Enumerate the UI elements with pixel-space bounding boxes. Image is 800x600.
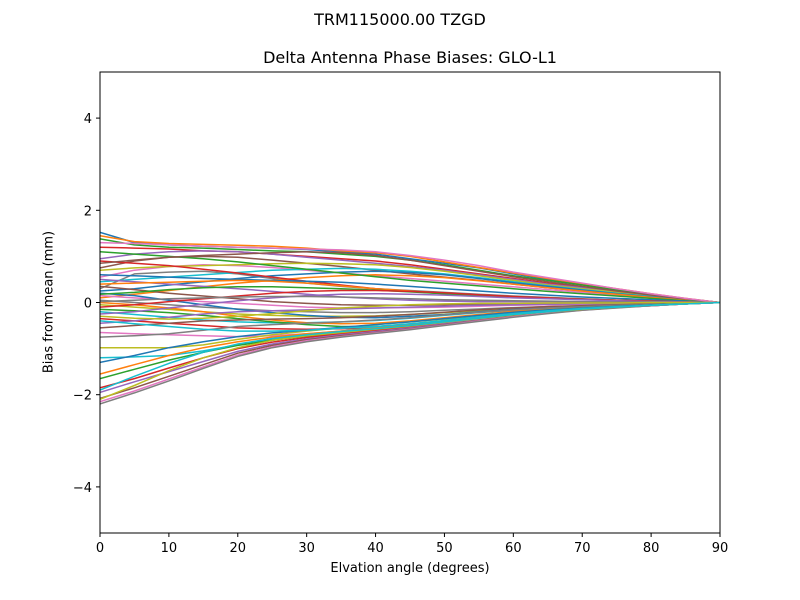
- series-line: [100, 301, 720, 405]
- series-line: [100, 251, 720, 304]
- series-lines: [100, 231, 720, 405]
- x-tick-label: 40: [367, 541, 384, 556]
- x-tick-label: 90: [712, 541, 729, 556]
- series-line: [100, 251, 720, 304]
- series-line: [100, 301, 720, 338]
- series-line: [100, 274, 720, 304]
- x-tick-label: 60: [505, 541, 522, 556]
- x-tick-label: 50: [436, 541, 453, 556]
- series-line: [100, 241, 720, 304]
- series-line: [100, 301, 720, 332]
- series-line: [100, 295, 720, 304]
- x-axis-ticks: 0 10 20 30 40 50 60 70 80 90: [96, 533, 728, 556]
- series-line: [100, 301, 720, 320]
- series-line: [100, 262, 720, 304]
- y-tick-label: −4: [73, 481, 92, 496]
- series-line: [100, 263, 720, 304]
- chart-title: Delta Antenna Phase Biases: GLO-L1: [263, 48, 557, 67]
- x-axis-label: Elvation angle (degrees): [330, 561, 490, 576]
- x-tick-label: 70: [574, 541, 591, 556]
- series-line: [100, 301, 720, 375]
- y-axis-label: Bias from mean (mm): [41, 230, 57, 374]
- y-axis-ticks: −4 −2 0 2 4: [73, 112, 100, 496]
- x-tick-label: 0: [96, 541, 104, 556]
- x-tick-label: 20: [230, 541, 247, 556]
- x-tick-label: 30: [298, 541, 315, 556]
- x-tick-label: 80: [643, 541, 660, 556]
- series-line: [100, 292, 720, 315]
- y-tick-label: 2: [84, 204, 92, 219]
- y-tick-label: −2: [73, 389, 92, 404]
- y-tick-label: 4: [84, 112, 92, 127]
- figure-suptitle: TRM115000.00 TZGD: [314, 10, 486, 29]
- x-tick-label: 10: [161, 541, 178, 556]
- y-tick-label: 0: [84, 297, 92, 312]
